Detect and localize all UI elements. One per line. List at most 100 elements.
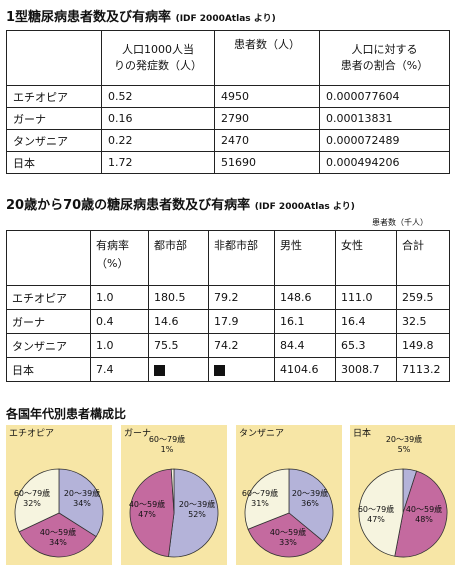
- table2-header-cell: 非都市部: [208, 230, 275, 286]
- table1: 人口1000人当 りの発症数（人） 患者数（人） 人口に対する 患者の割合（%）…: [6, 30, 450, 174]
- table-cell: 16.1: [274, 309, 336, 334]
- table-row: 日本 7.4 4104.6 3008.7 7113.2: [6, 357, 450, 382]
- table-cell: 75.5: [148, 333, 209, 358]
- pie-svg: [244, 468, 334, 558]
- table2-title: 20歳から70歳の糖尿病患者数及び有病率 (IDF 2000Atlas より): [6, 194, 355, 213]
- table2-source: (IDF 2000Atlas より): [254, 202, 355, 212]
- table-cell: 2470: [214, 129, 320, 152]
- table-cell: ガーナ: [6, 107, 102, 130]
- table-cell: 0.52: [101, 85, 215, 108]
- table-row: ガーナ 0.4 14.6 17.9 16.1 16.4 32.5: [6, 309, 450, 334]
- table-row: ガーナ 0.16 2790 0.00013831: [6, 107, 450, 130]
- table-cell: 1.0: [90, 333, 149, 358]
- table-cell: 0.00013831: [319, 107, 450, 130]
- table2-header-row: 有病率 （%） 都市部 非都市部 男性 女性 合計: [6, 230, 450, 286]
- table2-header-cell: 女性: [335, 230, 397, 286]
- pie-title: ガーナ: [124, 426, 152, 439]
- pie-label: 40〜59歳 34%: [39, 528, 77, 547]
- table-cell: 32.5: [396, 309, 450, 334]
- table-cell: 0.000077604: [319, 85, 450, 108]
- table-cell: タンザニア: [6, 333, 91, 358]
- pie-label: 20〜39歳 5%: [385, 435, 423, 454]
- pie-label: 40〜59歳 33%: [269, 528, 307, 547]
- pie-title: タンザニア: [239, 426, 285, 439]
- table-cell: エチオピア: [6, 285, 91, 310]
- table-cell: 16.4: [335, 309, 397, 334]
- table-cell: 65.3: [335, 333, 397, 358]
- table-row: タンザニア 0.22 2470 0.000072489: [6, 129, 450, 152]
- table1-header-row: 人口1000人当 りの発症数（人） 患者数（人） 人口に対する 患者の割合（%）: [6, 30, 450, 86]
- pie-label: 60〜79歳 47%: [357, 505, 395, 524]
- pie-box: 日本 20〜39歳 5% 40〜59歳 48% 60〜79歳 47%: [350, 425, 455, 565]
- table2-header-cell: [6, 230, 91, 286]
- pies-title: 各国年代別患者構成比: [6, 407, 127, 421]
- table-cell: 0.000072489: [319, 129, 450, 152]
- table-cell: 日本: [6, 151, 102, 174]
- header-line: 患者の割合（%）: [340, 59, 429, 72]
- table-cell: 0.16: [101, 107, 215, 130]
- redacted-square: [154, 364, 165, 376]
- table-row: タンザニア 1.0 75.5 74.2 84.4 65.3 149.8: [6, 333, 450, 358]
- table-cell: 0.000494206: [319, 151, 450, 174]
- header-line: 有病率: [96, 239, 129, 252]
- table1-header-cell: 患者数（人）: [214, 30, 320, 86]
- pie-box: タンザニア 20〜39歳 36% 40〜59歳 33% 60〜79歳 31%: [236, 425, 342, 565]
- pie-svg: [358, 468, 448, 558]
- pie-label: 20〜39歳 52%: [178, 500, 216, 519]
- table-cell: 4104.6: [274, 357, 336, 382]
- table-cell: 2790: [214, 107, 320, 130]
- table-cell: 1.0: [90, 285, 149, 310]
- pie-label: 40〜59歳 48%: [405, 505, 443, 524]
- table-cell: 1.72: [101, 151, 215, 174]
- table1-header-cell: [6, 30, 102, 86]
- redacted-square: [214, 364, 225, 376]
- pie-slice: [14, 468, 60, 533]
- header-line: 人口1000人当: [122, 43, 194, 56]
- table2-header-cell: 合計: [396, 230, 450, 286]
- table-cell: 14.6: [148, 309, 209, 334]
- table2-unit: 患者数（千人）: [372, 218, 428, 227]
- table-row: 日本 1.72 51690 0.000494206: [6, 151, 450, 174]
- pie-slice: [129, 468, 175, 558]
- pie-box: ガーナ 20〜39歳 52% 40〜59歳 47% 60〜79歳 1%: [121, 425, 227, 565]
- table-cell: 148.6: [274, 285, 336, 310]
- table2: 有病率 （%） 都市部 非都市部 男性 女性 合計 エチオピア 1.0 180.…: [6, 230, 450, 382]
- table-cell: 51690: [214, 151, 320, 174]
- pie-label: 20〜39歳 36%: [291, 489, 329, 508]
- table-cell: 259.5: [396, 285, 450, 310]
- table-row: エチオピア 1.0 180.5 79.2 148.6 111.0 259.5: [6, 285, 450, 310]
- table-cell: 84.4: [274, 333, 336, 358]
- table-cell: 3008.7: [335, 357, 397, 382]
- table-cell: 149.8: [396, 333, 450, 358]
- table1-source: (IDF 2000Atlas より): [175, 14, 276, 24]
- header-line: （%）: [96, 257, 129, 270]
- table-cell: 日本: [6, 357, 91, 382]
- table-cell: 7113.2: [396, 357, 450, 382]
- table1-title-text: 1型糖尿病患者数及び有病率: [6, 10, 172, 25]
- pie-box: エチオピア 20〜39歳 34% 40〜59歳 34% 60〜79歳 32%: [6, 425, 112, 565]
- pie-slice: [247, 512, 324, 558]
- table2-header-cell: 男性: [274, 230, 336, 286]
- pie-svg: [129, 468, 219, 558]
- table-cell: 180.5: [148, 285, 209, 310]
- pie-slice: [168, 468, 219, 558]
- table-cell: タンザニア: [6, 129, 102, 152]
- pie-slice: [244, 468, 290, 530]
- pie-title: エチオピア: [9, 426, 55, 439]
- header-line: 人口に対する: [351, 43, 418, 56]
- table-cell: エチオピア: [6, 85, 102, 108]
- pie-label: 20〜39歳 34%: [63, 489, 101, 508]
- table2-header-cell: 都市部: [148, 230, 209, 286]
- pie-label: 60〜79歳 1%: [148, 435, 186, 454]
- table-cell: 74.2: [208, 333, 275, 358]
- table-row: エチオピア 0.52 4950 0.000077604: [6, 85, 450, 108]
- table-cell: 0.4: [90, 309, 149, 334]
- table-cell: 4950: [214, 85, 320, 108]
- table1-header-cell: 人口1000人当 りの発症数（人）: [101, 30, 215, 86]
- pie-slice: [288, 468, 334, 542]
- table-cell: 7.4: [90, 357, 149, 382]
- table2-title-text: 20歳から70歳の糖尿病患者数及び有病率: [6, 198, 251, 213]
- table1-title: 1型糖尿病患者数及び有病率 (IDF 2000Atlas より): [6, 6, 276, 25]
- pie-title: 日本: [353, 426, 372, 439]
- table-cell: ガーナ: [6, 309, 91, 334]
